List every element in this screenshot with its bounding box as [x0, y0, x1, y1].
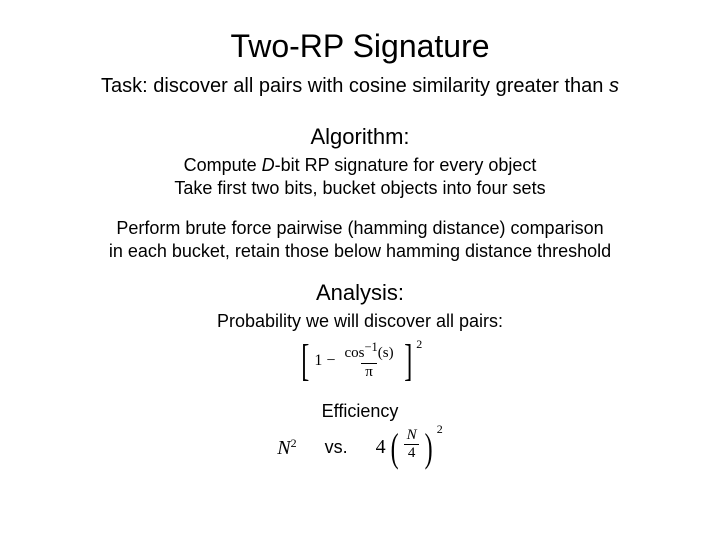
fraction-numerator: cos−1(s)	[342, 341, 395, 363]
task-variable-s: s	[609, 75, 619, 97]
eff-right-coeff: 4	[376, 436, 386, 459]
eff-right-exp: 2	[437, 422, 443, 437]
probability-formula: [ 1 − cos−1(s) π ] 2	[0, 339, 720, 383]
eff-right-paren: ( N 4 )	[388, 428, 436, 468]
algo-l2: Take first two bits, bucket objects into…	[174, 178, 545, 198]
algo-l1a: Compute	[184, 155, 262, 175]
cos-text: cos	[344, 345, 364, 361]
algo2-l1: Perform brute force pairwise (hamming di…	[116, 218, 603, 238]
task-line: Task: discover all pairs with cosine sim…	[0, 75, 720, 98]
left-bracket: [	[301, 339, 309, 383]
fraction-denominator: π	[361, 363, 377, 381]
task-text: Task: discover all pairs with cosine sim…	[101, 75, 609, 97]
eff-right-num: N	[405, 428, 419, 445]
algorithm-heading: Algorithm:	[0, 124, 720, 150]
algorithm-paragraph-1: Compute D-bit RP signature for every obj…	[0, 154, 720, 199]
analysis-sub: Probability we will discover all pairs:	[0, 310, 720, 333]
left-paren: (	[390, 428, 398, 468]
analysis-heading: Analysis:	[0, 280, 720, 306]
algorithm-paragraph-2: Perform brute force pairwise (hamming di…	[0, 217, 720, 262]
eff-vs: vs.	[325, 437, 348, 458]
algo2-l2: in each bucket, retain those below hammi…	[109, 241, 611, 261]
efficiency-row: N2 vs. 4 ( N 4 ) 2	[0, 428, 720, 468]
eff-right: 4 ( N 4 ) 2	[376, 428, 443, 468]
eff-right-frac: N 4	[404, 428, 420, 468]
efficiency-label: Efficiency	[0, 401, 720, 422]
right-bracket: ]	[404, 339, 412, 383]
slide-title: Two-RP Signature	[0, 0, 720, 71]
cos-arg: (s)	[378, 345, 394, 361]
eff-left: N2	[277, 436, 296, 460]
formula-minus: −	[326, 352, 335, 370]
eff-left-N: N	[277, 437, 290, 459]
formula-one: 1	[314, 352, 322, 370]
algo-var-d: D	[262, 155, 275, 175]
outer-exponent: 2	[416, 337, 422, 352]
algo-l1b: -bit RP signature for every object	[275, 155, 537, 175]
slide: Two-RP Signature Task: discover all pair…	[0, 0, 720, 540]
eff-right-den: 4	[404, 444, 420, 462]
bracket-expression: [ 1 − cos−1(s) π ] 2	[298, 339, 422, 383]
formula-fraction: cos−1(s) π	[342, 341, 395, 381]
bracket-inner: 1 − cos−1(s) π	[312, 339, 400, 383]
cos-exp: −1	[364, 340, 377, 354]
right-paren: )	[425, 428, 433, 468]
eff-left-exp: 2	[291, 436, 297, 450]
